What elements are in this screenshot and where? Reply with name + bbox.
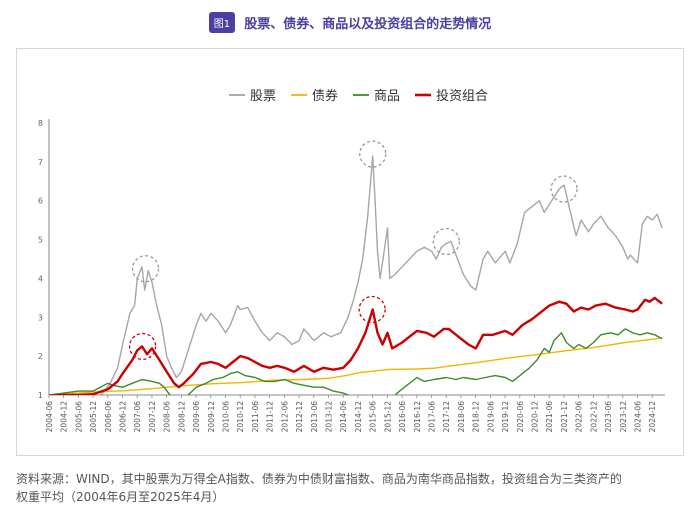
x-tick-label: 2008-12 — [177, 401, 186, 433]
series-line-投资组合 — [49, 296, 663, 395]
chart-series — [49, 155, 663, 395]
x-tick-label: 2004-06 — [45, 401, 54, 433]
x-tick-label: 2022-12 — [589, 401, 598, 433]
annotation-dashed-circle — [359, 140, 387, 168]
x-tick-label: 2019-12 — [501, 401, 510, 433]
x-tick-label: 2022-06 — [575, 401, 584, 433]
x-tick-label: 2019-06 — [486, 401, 495, 433]
figure-number-badge: 图1 — [208, 12, 236, 33]
x-tick-label: 2013-12 — [325, 401, 334, 433]
chart-annotations — [128, 140, 578, 361]
x-tick-label: 2017-06 — [428, 401, 437, 433]
y-tick-label: 1 — [38, 391, 43, 400]
x-tick-label: 2014-12 — [354, 401, 363, 433]
x-tick-label: 2016-06 — [398, 401, 407, 433]
y-tick-label: 3 — [38, 313, 43, 322]
x-tick-label: 2023-12 — [619, 401, 628, 433]
y-tick-label: 4 — [38, 274, 43, 283]
y-tick-label: 8 — [38, 119, 43, 128]
legend-label: 股票 — [250, 89, 276, 104]
annotation-dashed-circle — [550, 175, 578, 203]
source-caption: 资料来源：WIND，其中股票为万得全A指数、债券为中债财富指数、商品为南华商品指… — [16, 470, 688, 506]
x-tick-label: 2014-06 — [339, 401, 348, 433]
line-chart: 股票 债券 商品 投资组合 1 2 3 4 5 6 7 8 2004-06 2004-12 2005-0… — [38, 88, 665, 433]
x-tick-label: 2015-06 — [369, 401, 378, 433]
figure-header: 图1 股票、债券、商品以及投资组合的走势情况 — [0, 12, 700, 33]
x-tick-label: 2017-12 — [442, 401, 451, 433]
x-tick-label: 2021-12 — [560, 401, 569, 433]
annotation-dashed-circle — [358, 295, 386, 324]
x-tick-label: 2021-06 — [545, 401, 554, 433]
x-tick-label: 2008-06 — [163, 401, 172, 433]
caption-line-1: 资料来源：WIND，其中股票为万得全A指数、债券为中债财富指数、商品为南华商品指… — [16, 472, 622, 486]
x-tick-label: 2005-12 — [89, 401, 98, 433]
y-tick-label: 2 — [38, 352, 43, 361]
x-tick-label: 2023-06 — [604, 401, 613, 433]
x-axis: 2004-06 2004-12 2005-06 2005-12 2006-06 2006-… — [45, 394, 665, 433]
x-tick-label: 2020-06 — [516, 401, 525, 433]
x-tick-label: 2018-12 — [472, 401, 481, 433]
y-tick-label: 6 — [38, 197, 43, 206]
x-tick-label: 2010-12 — [236, 401, 245, 433]
x-tick-label: 2012-12 — [295, 401, 304, 433]
y-tick-label: 7 — [38, 158, 43, 167]
series-line-商品 — [49, 328, 663, 395]
legend-label: 投资组合 — [436, 88, 488, 104]
x-tick-label: 2005-06 — [74, 401, 83, 433]
legend-label: 商品 — [374, 89, 400, 104]
x-tick-label: 2009-06 — [192, 401, 201, 433]
chart-frame: 股票 债券 商品 投资组合 1 2 3 4 5 6 7 8 2004-06 2004-12 2005-0… — [16, 48, 684, 456]
y-tick-label: 5 — [38, 236, 43, 245]
x-tick-label: 2015-12 — [383, 401, 392, 433]
x-tick-label: 2011-06 — [251, 401, 260, 433]
x-tick-label: 2004-12 — [60, 401, 69, 433]
annotation-dashed-circle — [131, 255, 160, 283]
x-tick-label: 2018-06 — [457, 401, 466, 433]
x-tick-label: 2024-12 — [648, 401, 657, 433]
x-tick-label: 2024-06 — [634, 401, 643, 433]
annotation-dashed-circle — [128, 332, 157, 361]
x-tick-label: 2006-06 — [104, 401, 113, 433]
figure-title: 股票、债券、商品以及投资组合的走势情况 — [244, 17, 492, 32]
x-tick-label: 2007-12 — [148, 401, 157, 433]
x-tick-label: 2012-06 — [280, 401, 289, 433]
annotation-dashed-circle — [432, 227, 460, 256]
x-tick-label: 2009-12 — [207, 401, 216, 433]
chart-legend: 股票 债券 商品 投资组合 — [229, 88, 488, 104]
x-tick-label: 2013-06 — [310, 401, 319, 433]
x-tick-label: 2016-12 — [413, 401, 422, 433]
x-tick-label: 2011-12 — [266, 401, 275, 433]
series-line-债券 — [49, 336, 663, 395]
y-axis: 1 2 3 4 5 6 7 8 — [38, 119, 50, 400]
caption-line-2: 权重平均（2004年6月至2025年4月） — [16, 490, 225, 504]
x-tick-label: 2007-06 — [133, 401, 142, 433]
x-tick-label: 2020-12 — [531, 401, 540, 433]
series-line-股票 — [98, 155, 663, 395]
x-tick-label: 2010-06 — [221, 401, 230, 433]
x-tick-label: 2006-12 — [118, 401, 127, 433]
legend-label: 债券 — [312, 88, 338, 104]
